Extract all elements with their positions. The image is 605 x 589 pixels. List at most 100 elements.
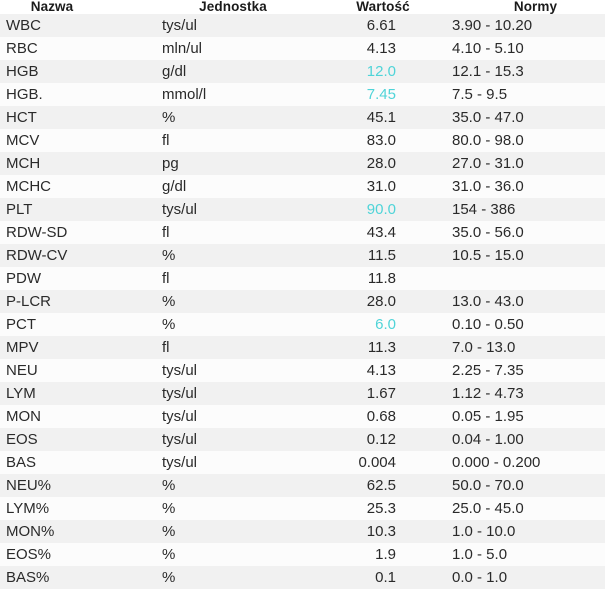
table-header: Nazwa Jednostka Wartość Normy <box>0 0 605 14</box>
cell-reference-range: 12.1 - 15.3 <box>452 63 524 80</box>
cell-unit: % <box>162 569 176 586</box>
cell-unit: tys/ul <box>162 201 198 218</box>
table-row: BAS tys/ul 0.004 0.000 - 0.200 <box>0 451 605 474</box>
table-row: WBC tys/ul 6.61 3.90 - 10.20 <box>0 14 605 37</box>
cell-value: 28.0 <box>366 155 396 172</box>
table-row: MCH pg 28.0 27.0 - 31.0 <box>0 152 605 175</box>
cell-unit: % <box>162 316 176 333</box>
cell-value: 0.12 <box>366 431 396 448</box>
cell-unit: fl <box>162 132 170 149</box>
cell-unit: % <box>162 247 176 264</box>
cell-reference-range: 10.5 - 15.0 <box>452 247 524 264</box>
cell-reference-range: 154 - 386 <box>452 201 516 218</box>
cell-value: 0.68 <box>366 408 396 425</box>
cell-unit: fl <box>162 339 170 356</box>
table-row: MCHC g/dl 31.0 31.0 - 36.0 <box>0 175 605 198</box>
cell-value: 4.13 <box>366 362 396 379</box>
cell-reference-range: 0.000 - 0.200 <box>452 454 541 471</box>
cell-parameter-name: RDW-CV <box>6 247 68 264</box>
cell-unit: tys/ul <box>162 408 198 425</box>
cell-unit: fl <box>162 224 170 241</box>
cell-value: 28.0 <box>366 293 396 310</box>
table-row: P-LCR% 28.0 13.0 - 43.0 <box>0 290 605 313</box>
cell-value: 83.0 <box>366 132 396 149</box>
cell-reference-range: 35.0 - 47.0 <box>452 109 524 126</box>
cell-parameter-name: RBC <box>6 40 38 57</box>
column-header-name: Nazwa <box>0 0 156 14</box>
cell-value: 0.1 <box>375 569 396 586</box>
cell-reference-range: 80.0 - 98.0 <box>452 132 524 149</box>
cell-value: 11.5 <box>367 247 396 264</box>
cell-reference-range: 0.10 - 0.50 <box>452 316 524 333</box>
cell-reference-range: 0.04 - 1.00 <box>452 431 524 448</box>
table-row: RBC mln/ul 4.13 4.10 - 5.10 <box>0 37 605 60</box>
table-row: BAS%% 0.1 0.0 - 1.0 <box>0 566 605 589</box>
table-row: RDW-CV% 11.5 10.5 - 15.0 <box>0 244 605 267</box>
cell-unit: g/dl <box>162 63 187 80</box>
table-header-row: Nazwa Jednostka Wartość Normy <box>0 0 605 14</box>
cell-reference-range: 3.90 - 10.20 <box>452 17 533 34</box>
cell-value: 62.5 <box>366 477 396 494</box>
cell-parameter-name: PCT <box>6 316 36 333</box>
cell-parameter-name: NEU% <box>6 477 52 494</box>
cell-reference-range: 1.0 - 10.0 <box>452 523 516 540</box>
table-row: LYM%% 25.3 25.0 - 45.0 <box>0 497 605 520</box>
cell-parameter-name: BAS% <box>6 569 50 586</box>
cell-parameter-name: P-LCR <box>6 293 52 310</box>
cell-parameter-name: MON <box>6 408 41 425</box>
cell-unit: tys/ul <box>162 454 198 471</box>
table-row: MON tys/ul 0.68 0.05 - 1.95 <box>0 405 605 428</box>
cell-value: 4.13 <box>366 40 396 57</box>
cell-parameter-name: WBC <box>6 17 41 34</box>
cell-parameter-name: LYM <box>6 385 36 402</box>
cell-value-abnormal: 7.45 <box>366 86 396 103</box>
cell-reference-range: 4.10 - 5.10 <box>452 40 524 57</box>
cell-parameter-name: PDW <box>6 270 41 287</box>
cell-unit: fl <box>162 270 170 287</box>
cell-reference-range: 0.0 - 1.0 <box>452 569 508 586</box>
cell-reference-range: 0.05 - 1.95 <box>452 408 524 425</box>
table-row: PLT tys/ul 90.0 154 - 386 <box>0 198 605 221</box>
cell-parameter-name: MCH <box>6 155 41 172</box>
table-row: LYM tys/ul 1.67 1.12 - 4.73 <box>0 382 605 405</box>
cell-unit: mmol/l <box>162 86 207 103</box>
table-body: WBC tys/ul 6.61 3.90 - 10.20 RBC mln/ul 4.13 4.… <box>0 14 605 589</box>
cell-value-abnormal: 12.0 <box>366 63 396 80</box>
cell-parameter-name: EOS <box>6 431 38 448</box>
column-header-unit: Jednostka <box>156 0 296 14</box>
cell-unit: tys/ul <box>162 431 198 448</box>
cell-parameter-name: MCHC <box>6 178 51 195</box>
cell-unit: tys/ul <box>162 17 198 34</box>
cell-unit: % <box>162 109 176 126</box>
cell-unit: % <box>162 523 176 540</box>
cell-reference-range: 25.0 - 45.0 <box>452 500 524 517</box>
cell-reference-range: 1.12 - 4.73 <box>452 385 524 402</box>
table-row: HCT% 45.1 35.0 - 47.0 <box>0 106 605 129</box>
column-header-ranges: Normy <box>452 0 605 14</box>
cell-parameter-name: EOS% <box>6 546 52 563</box>
cell-value: 11.8 <box>367 270 396 287</box>
cell-value-abnormal: 90.0 <box>366 201 396 218</box>
cell-reference-range: 1.0 - 5.0 <box>452 546 508 563</box>
table-row: HGB. mmol/l 7.45 7.5 - 9.5 <box>0 83 605 106</box>
cell-parameter-name: MPV <box>6 339 39 356</box>
cell-parameter-name: MON% <box>6 523 55 540</box>
cell-reference-range: 2.25 - 7.35 <box>452 362 524 379</box>
cell-parameter-name: RDW-SD <box>6 224 68 241</box>
cell-parameter-name: HGB <box>6 63 39 80</box>
cell-unit: % <box>162 477 176 494</box>
table-row: HGB g/dl 12.0 12.1 - 15.3 <box>0 60 605 83</box>
cell-parameter-name: LYM% <box>6 500 50 517</box>
cell-unit: tys/ul <box>162 385 198 402</box>
table-row: EOS tys/ul 0.12 0.04 - 1.00 <box>0 428 605 451</box>
table-row: PDW fl 11.8 <box>0 267 605 290</box>
cell-value: 31.0 <box>366 178 396 195</box>
cell-value: 43.4 <box>366 224 396 241</box>
cell-value: 1.67 <box>366 385 396 402</box>
cell-parameter-name: NEU <box>6 362 38 379</box>
cell-reference-range: 31.0 - 36.0 <box>452 178 524 195</box>
cell-parameter-name: BAS <box>6 454 37 471</box>
column-header-value: Wartość <box>296 0 452 14</box>
cell-value: 45.1 <box>366 109 396 126</box>
cell-unit: g/dl <box>162 178 187 195</box>
